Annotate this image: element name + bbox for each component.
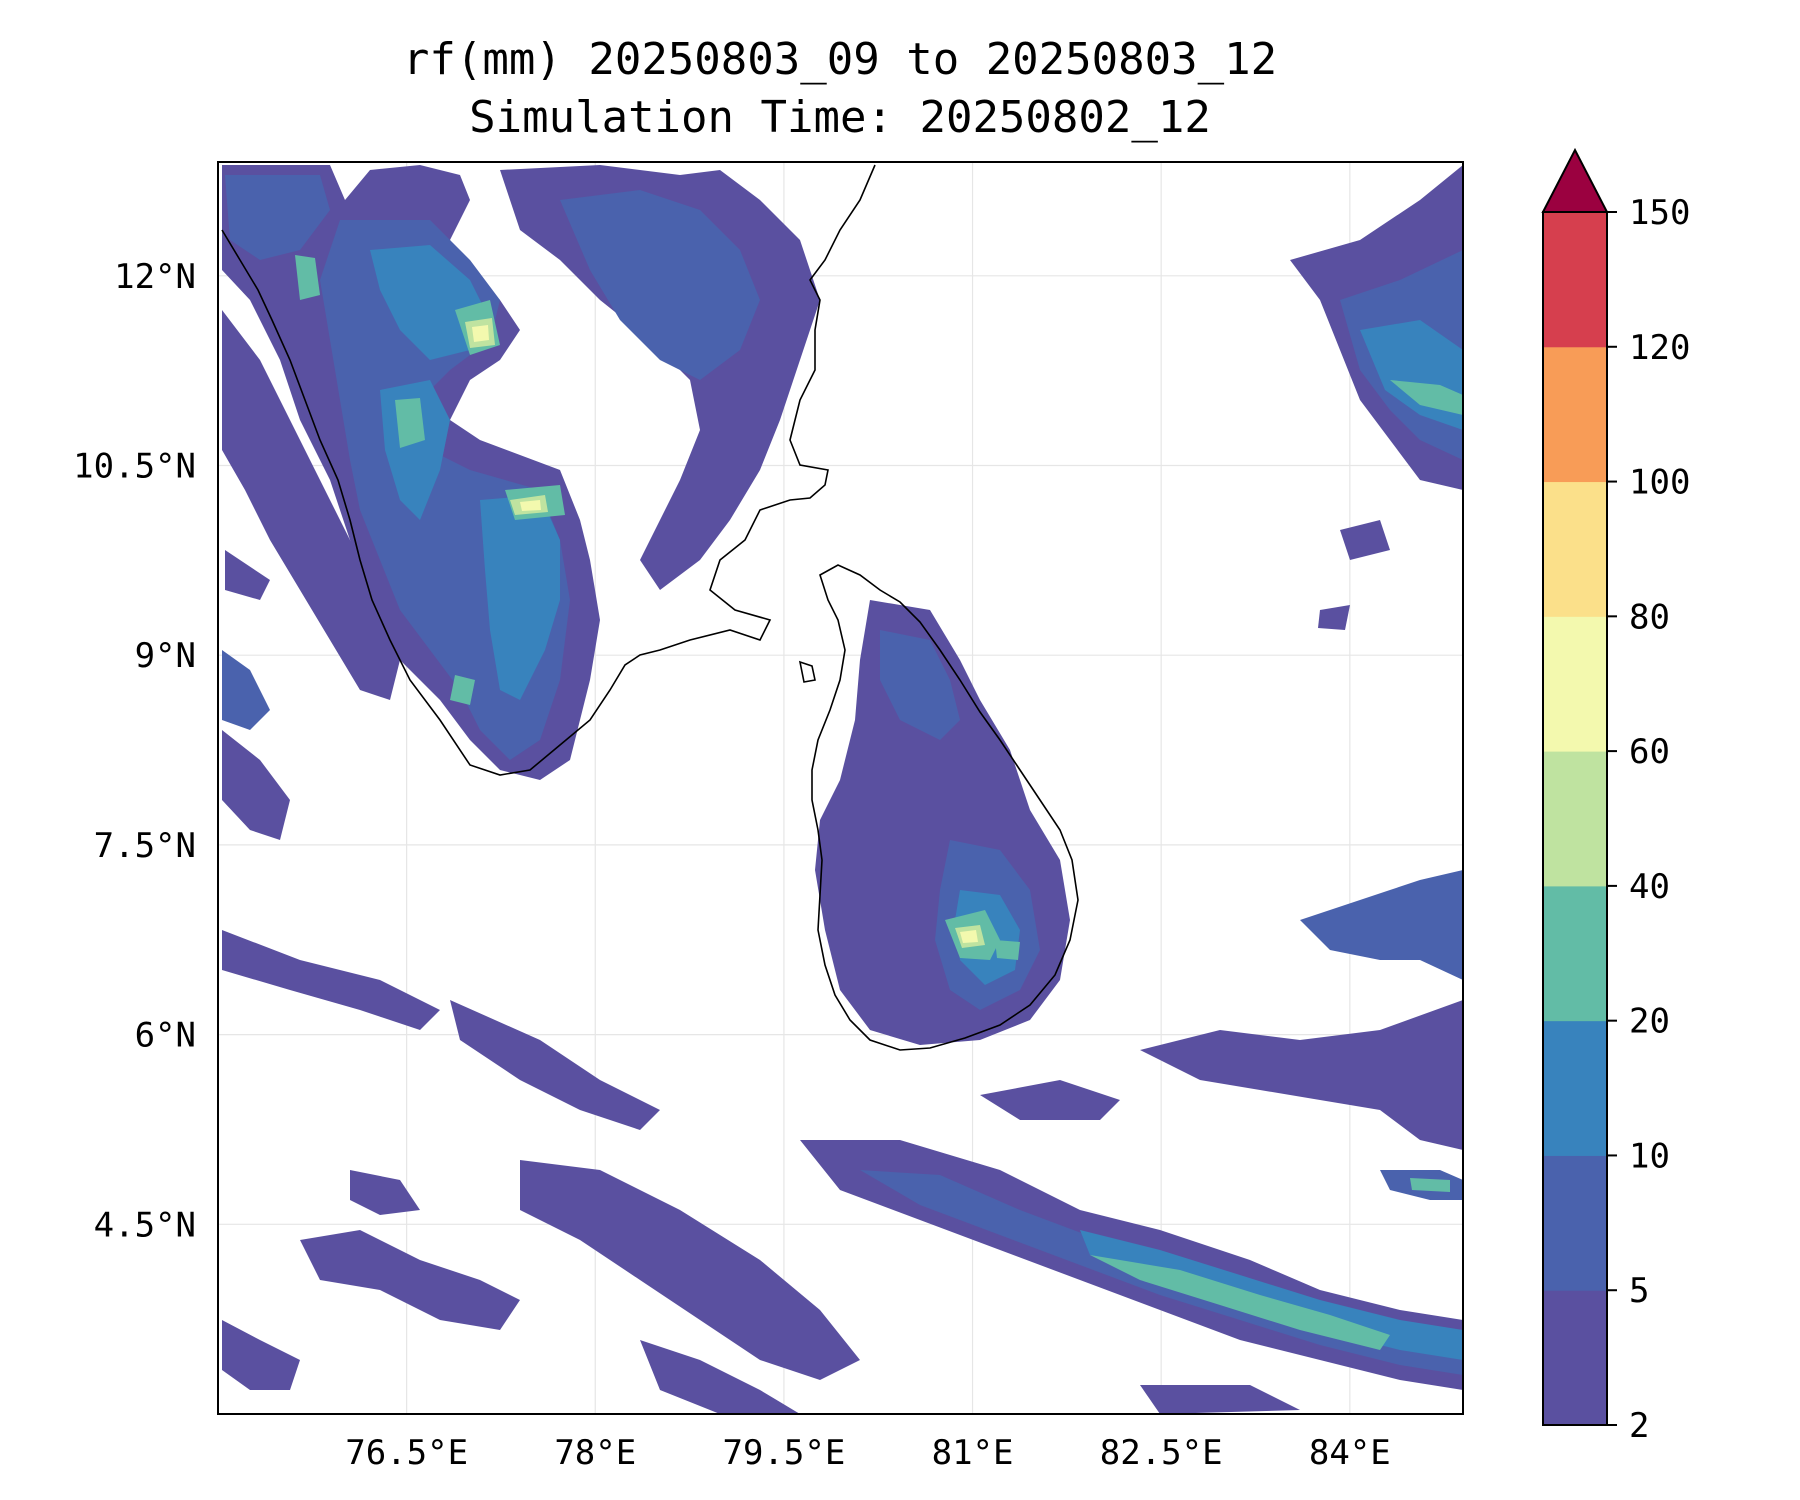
rain-patch-south-bands [222,870,1463,1414]
colorbar-segment [1543,1020,1607,1156]
x-tick-label: 82.5°E [1100,1433,1223,1473]
x-tick-label: 81°E [932,1433,1014,1473]
colorbar-extend-arrow [1541,147,1609,213]
rain-patch-bay-of-bengal [1290,165,1463,630]
sri-lanka-coastline [811,564,1079,1051]
x-tick-label: 76.5°E [345,1433,468,1473]
y-tick-label: 9°N [135,636,196,676]
map-subtitle: Simulation Time: 20250802_12 [469,92,1211,143]
rain-patch-india [222,165,820,780]
colorbar: 2 5 10 20 40 60 80 100 120 150 [1541,147,1690,1446]
y-tick-label: 10.5°N [73,447,196,487]
colorbar-segment [1543,885,1607,1022]
colorbar-tick-label: 150 [1629,193,1690,233]
y-tick-label: 4.5°N [94,1205,196,1245]
rainfall-fields [222,165,1463,1414]
colorbar-tick-label: 20 [1629,1002,1670,1042]
x-tick-label: 84°E [1309,1433,1391,1473]
colorbar-tick-label: 5 [1629,1271,1649,1311]
colorbar-segment [1543,1155,1607,1291]
y-tick-label: 6°N [135,1016,196,1056]
colorbar-tick-label: 40 [1629,867,1670,907]
colorbar-tick-label: 120 [1629,328,1690,368]
x-tick-label: 78°E [554,1433,636,1473]
colorbar-tick-label: 60 [1629,732,1670,772]
rain-patch-arabian-sea [222,310,400,840]
rain-patch-sri-lanka [815,600,1070,1045]
map-frame [217,161,1464,1415]
colorbar-segment [1543,1290,1607,1426]
colorbar-segment [1543,481,1607,617]
colorbar-tick-label: 2 [1629,1406,1649,1446]
colorbar-frame [1542,211,1608,1426]
colorbar-tick-label: 10 [1629,1136,1670,1176]
y-tick-label: 7.5°N [94,826,196,866]
y-tick-label: 12°N [114,257,196,297]
colorbar-tick-label: 100 [1629,463,1690,503]
colorbar-tick-label: 80 [1629,597,1670,637]
coastlines [221,164,1079,1051]
colorbar-segment [1543,212,1607,348]
colorbar-segment [1543,346,1607,483]
india-coastline [221,164,876,776]
longitude-ticks: 76.5°E 78°E 79.5°E 81°E 82.5°E 84°E [345,1433,1391,1473]
map-title: rf(mm) 20250803_09 to 20250803_12 [403,34,1277,85]
x-tick-label: 79.5°E [722,1433,845,1473]
latitude-ticks: 12°N 10.5°N 9°N 7.5°N 6°N 4.5°N [73,257,196,1245]
colorbar-segment [1543,751,1607,887]
colorbar-segment [1543,616,1607,752]
map-area: 76.5°E 78°E 79.5°E 81°E 82.5°E 84°E 12°N 10.5°… [73,161,1464,1473]
mannar-island [798,660,816,683]
